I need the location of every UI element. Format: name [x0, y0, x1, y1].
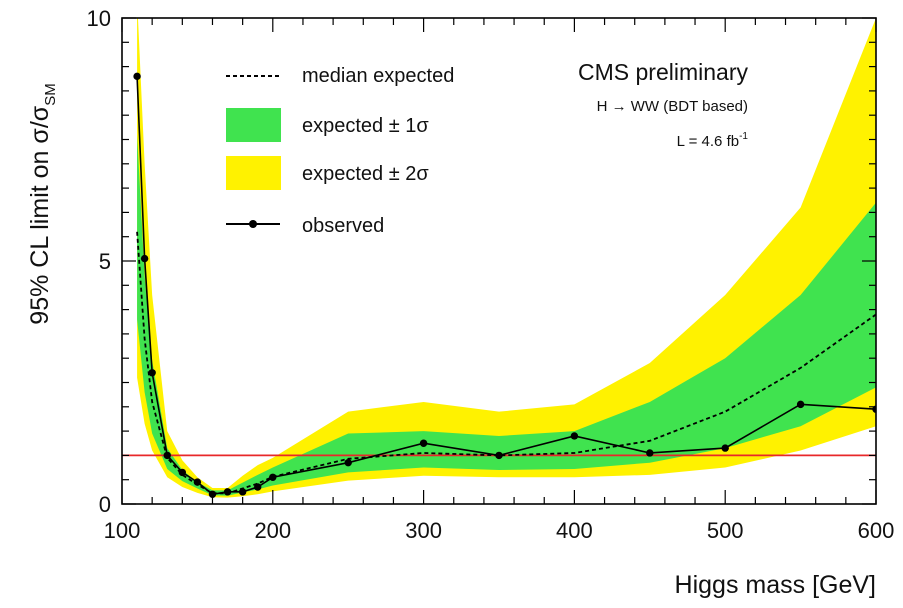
legend-2sigma-swatch [226, 156, 281, 190]
plot-annotations: CMS preliminary H → WW (BDT based) L = 4… [578, 59, 748, 150]
luminosity-value: L = 4.6 fb [677, 133, 739, 150]
observed-point [570, 432, 579, 440]
plot-data-layer [122, 18, 876, 498]
expected-2sigma-band [137, 18, 876, 498]
observed-point [208, 490, 217, 498]
y-axis-label-main: 95% CL limit on σ/σ [26, 105, 54, 324]
expected-1sigma-band [137, 134, 876, 496]
y-axis-tick-label: 5 [99, 249, 111, 274]
axis-layer: 100 200 300 400 500 600 0 5 10 [87, 6, 895, 543]
x-axis-tick-label: 500 [707, 518, 744, 543]
y-axis-tick-label: 10 [87, 6, 111, 31]
observed-point [721, 444, 729, 452]
observed-point [163, 451, 171, 460]
median-expected-line [136, 231, 876, 495]
y-axis-tick-label: 0 [99, 492, 111, 517]
observed-point [796, 400, 805, 409]
legend: median expected expected ± 1σ expected ±… [226, 65, 454, 237]
observed-point [148, 369, 156, 377]
legend-median-expected-label: median expected [302, 65, 454, 87]
axis-labels: Higgs mass [GeV] 95% CL limit on σ/σSM [26, 83, 876, 599]
x-axis-tick-label: 600 [858, 518, 895, 543]
observed-point [344, 458, 352, 467]
observed-point [495, 451, 503, 460]
observed-point [133, 72, 141, 81]
luminosity-label: L = 4.6 fb-1 [677, 131, 749, 150]
observed-point [223, 488, 232, 496]
observed-point [646, 449, 654, 457]
legend-2sigma-label: expected ± 2σ [302, 163, 429, 185]
x-axis-tick-label: 200 [254, 518, 291, 543]
x-axis-tick-label: 100 [104, 518, 141, 543]
legend-1sigma-swatch [226, 108, 281, 142]
y-axis-label-subscript: SM [42, 83, 59, 106]
observed-point [178, 468, 187, 477]
legend-observed-swatch-marker [249, 220, 257, 228]
x-axis-tick-label: 400 [556, 518, 593, 543]
observed-point [140, 254, 149, 263]
analysis-subtitle: H → WW (BDT based) [597, 98, 748, 115]
chart-title: CMS preliminary [578, 59, 748, 85]
observed-point [419, 439, 428, 447]
observed-point [238, 488, 247, 496]
observed-point [254, 483, 262, 491]
x-axis-label: Higgs mass [GeV] [675, 571, 876, 599]
x-axis-tick-label: 300 [405, 518, 442, 543]
y-axis-label: 95% CL limit on σ/σSM [26, 83, 59, 324]
observed-point [269, 473, 277, 481]
legend-observed-label: observed [302, 215, 384, 237]
legend-1sigma-label: expected ± 1σ [302, 115, 429, 137]
observed-point [193, 478, 202, 486]
luminosity-unit-superscript: -1 [739, 131, 748, 142]
